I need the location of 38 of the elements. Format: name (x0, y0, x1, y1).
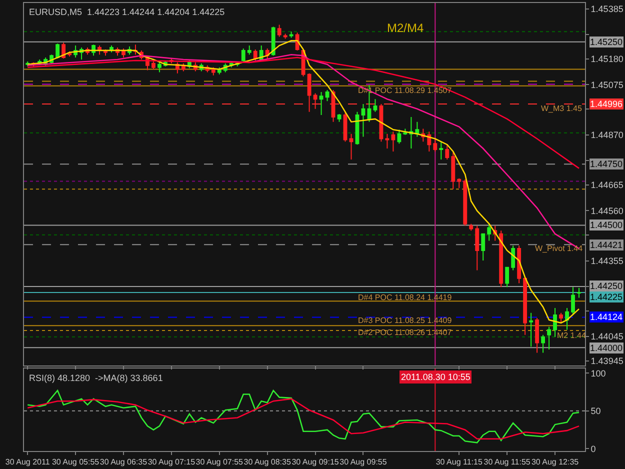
y-tick-label: 1.44560 (590, 206, 624, 216)
y-tick-label: 1.44355 (590, 256, 624, 266)
annotation: W_Pivot 1.44 (535, 244, 584, 253)
ref-line-label: 1.45250 (590, 37, 623, 47)
ref-line-label: 1.44750 (590, 159, 623, 169)
ref-line-label: 1.44225 (590, 292, 623, 302)
y-tick-label: 50 (590, 406, 601, 416)
ref-line-label: 1.44124 (590, 312, 623, 322)
x-tick-label: 30 Aug 06:35 (100, 458, 148, 467)
x-tick-label: 30 Aug 11:55 (484, 458, 531, 467)
y-tick-label: 100 (590, 368, 606, 378)
y-tick-label: 0 (590, 444, 596, 454)
text: RSI(8) 48.1280 ->MA(8) 33.8661 (29, 373, 163, 383)
x-tick-label: 30 Aug 11:15 (436, 458, 483, 467)
x-tick-label: 30 Aug 09:55 (340, 458, 388, 467)
y-tick-label: 1.45075 (590, 80, 624, 90)
ref-line-label: 1.44500 (590, 220, 623, 230)
y-tick-label: 1.44045 (590, 332, 624, 342)
ref-line-label: 2011.08.30 10:55 (401, 372, 470, 382)
ref-line-label: 1.44000 (590, 343, 623, 353)
y-tick-label: 1.45180 (590, 54, 624, 64)
y-tick-label: 1.45385 (590, 4, 624, 14)
x-tick-label: 30 Aug 09:15 (292, 458, 340, 467)
annotation: W_M3 1.45 (541, 104, 582, 113)
x-tick-label: 30 Aug 05:55 (52, 458, 100, 467)
x-tick-label: 30 Aug 07:15 (148, 458, 196, 467)
text: EURUSD,M5 1.44223 1.44244 1.44204 1.44225 (29, 7, 225, 17)
annotation: M2/M4 (387, 21, 424, 35)
x-tick-label: 30 Aug 07:55 (196, 458, 244, 467)
y-tick-label: 1.44665 (590, 180, 624, 190)
x-tick-label: 30 Aug 2011 (5, 458, 50, 467)
x-tick-label: 30 Aug 08:35 (244, 458, 292, 467)
y-tick-label: 1.44870 (590, 130, 624, 140)
x-tick-label: 30 Aug 12:35 (531, 458, 580, 467)
ref-line-label: 1.44996 (590, 99, 623, 109)
ref-line-label: 1.44250 (590, 281, 623, 291)
y-tick-label: 1.43945 (590, 356, 624, 366)
ref-line-label: 1.44421 (590, 240, 623, 250)
